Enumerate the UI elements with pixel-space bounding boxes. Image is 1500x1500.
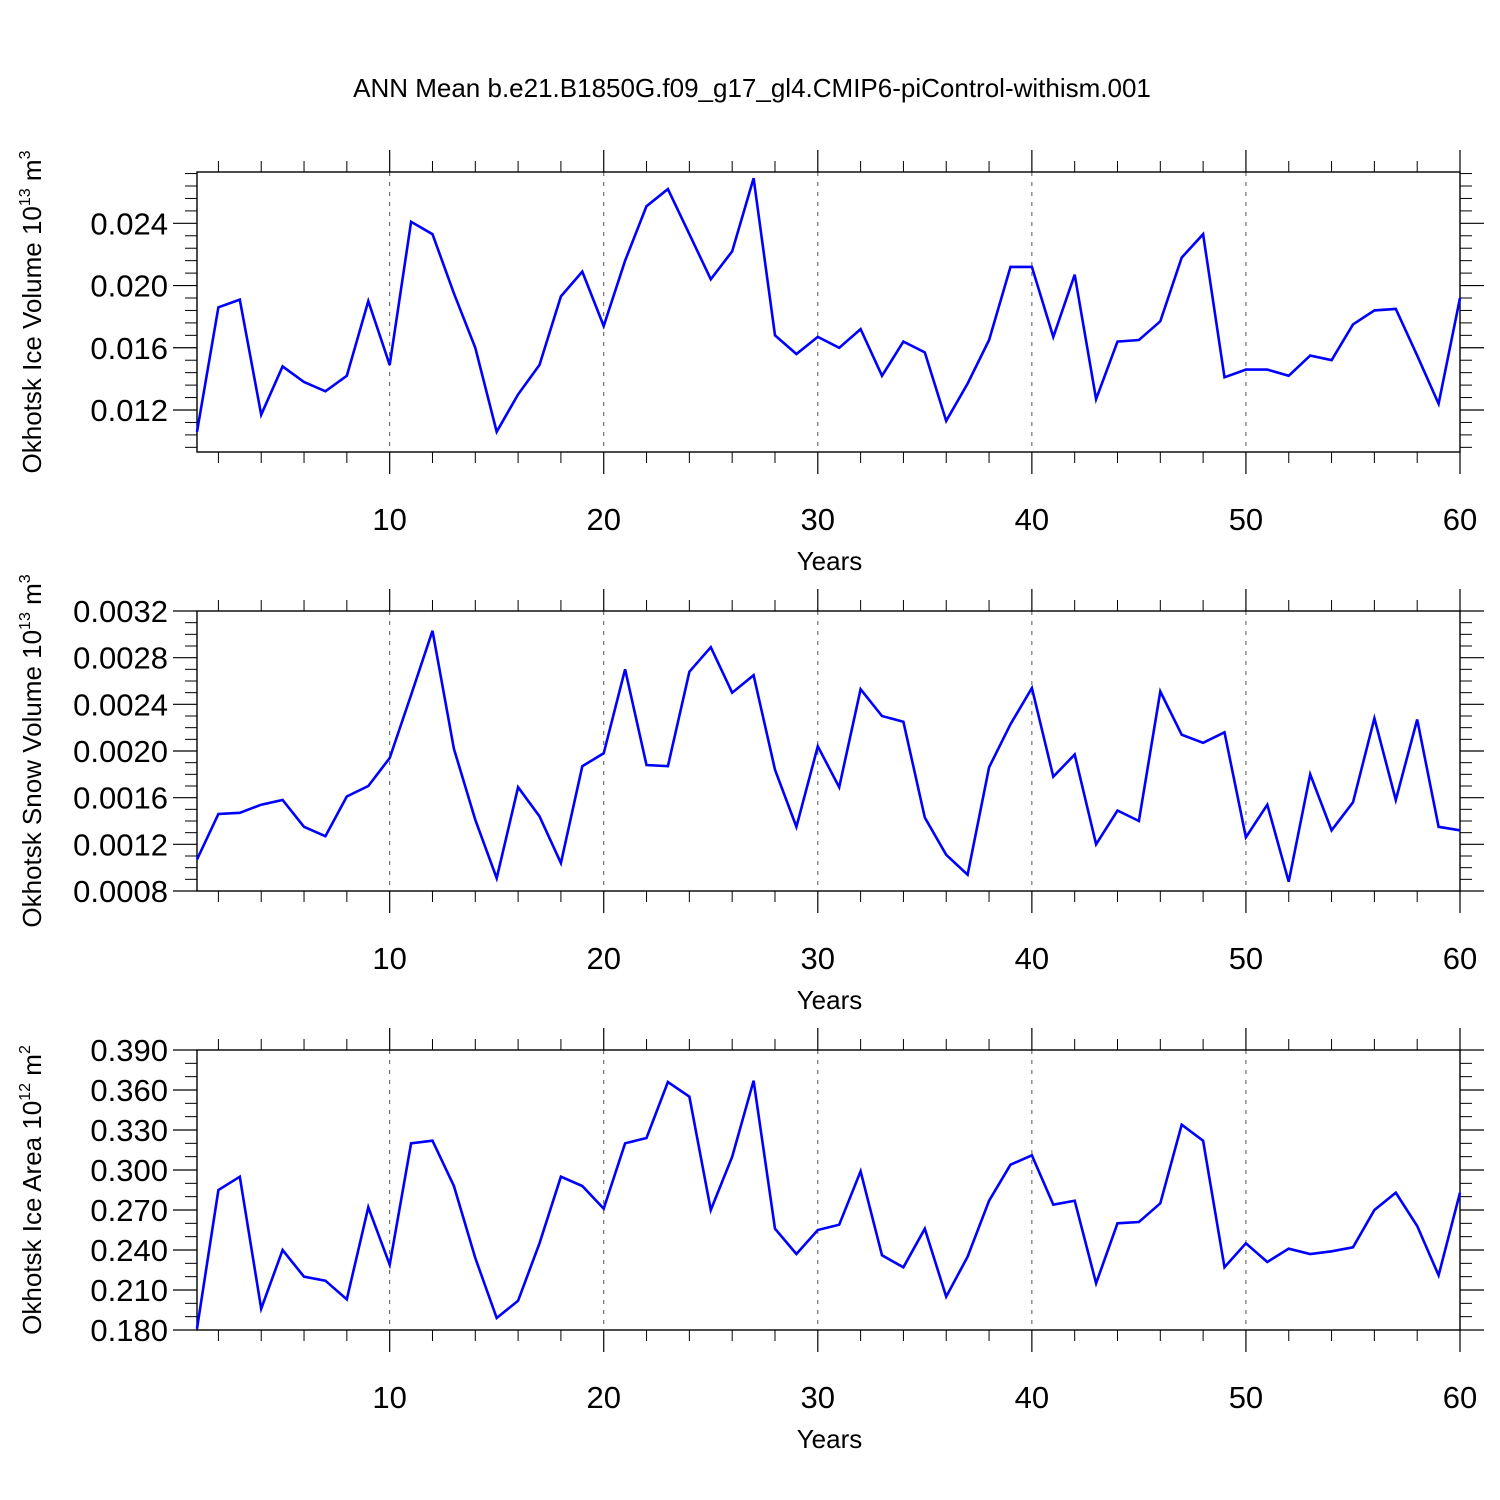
- x-tick-label: 30: [801, 1380, 835, 1415]
- y-tick-label: 0.0028: [73, 641, 168, 676]
- y-tick-label: 0.330: [90, 1113, 168, 1148]
- x-tick-label: 40: [1015, 941, 1049, 976]
- y-tick-label: 0.0020: [73, 734, 168, 769]
- y-tick-label: 0.390: [90, 1033, 168, 1068]
- x-minor-ticks: [217, 1039, 1418, 1341]
- x-tick-label: 10: [372, 941, 406, 976]
- series-line: [195, 630, 1461, 883]
- x-tick-label: 20: [586, 502, 620, 537]
- x-axis-label: Years: [797, 546, 863, 576]
- y-axis-label: Okhotsk Snow Volume 1013 m3: [17, 574, 47, 927]
- y-tick-label: 0.240: [90, 1233, 168, 1268]
- x-tick-label: 10: [372, 502, 406, 537]
- y-tick-label: 0.360: [90, 1073, 168, 1108]
- y-tick-label: 0.0008: [73, 874, 168, 909]
- y-minor-ticks: [185, 1062, 1472, 1318]
- x-tick-label: 10: [372, 1380, 406, 1415]
- y-tick-label: 0.012: [90, 393, 168, 428]
- y-tick-label: 0.180: [90, 1313, 168, 1348]
- y-tick-label: 0.0016: [73, 781, 168, 816]
- x-minor-ticks: [217, 600, 1418, 902]
- y-axis-label: Okhotsk Ice Volume 1013 m3: [17, 150, 47, 473]
- panel-2: 10 20 30 40 50 60 0.0008 0.0012 0.0016 0.0020 0.00…: [17, 574, 1484, 1015]
- y-tick-label: 0.270: [90, 1193, 168, 1228]
- y-tick-label: 0.300: [90, 1153, 168, 1188]
- series-line: [195, 177, 1462, 436]
- y-axis-label: Okhotsk Ice Area 1012 m2: [17, 1045, 47, 1335]
- y-minor-ticks: [185, 173, 1472, 448]
- y-minor-ticks: [185, 622, 1472, 880]
- x-tick-label: 20: [586, 1380, 620, 1415]
- plot-frame: [196, 171, 1461, 453]
- x-minor-ticks: [217, 161, 1418, 463]
- x-tick-label: 50: [1229, 1380, 1263, 1415]
- x-tick-label: 60: [1443, 502, 1477, 537]
- y-tick-label: 0.0024: [73, 687, 168, 722]
- x-tick-label: 30: [801, 941, 835, 976]
- x-tick-label: 60: [1443, 941, 1477, 976]
- x-axis-label: Years: [797, 1424, 863, 1454]
- x-axis-label: Years: [797, 985, 863, 1015]
- y-tick-label: 0.016: [90, 331, 168, 366]
- y-tick-label: 0.210: [90, 1273, 168, 1308]
- panel-1: 10 20 30 40 50 60 0.012 0.016 0.020 0.024 Years Okh…: [17, 150, 1484, 576]
- x-tick-label: 30: [801, 502, 835, 537]
- figure-title: ANN Mean b.e21.B1850G.f09_g17_gl4.CMIP6-…: [353, 73, 1151, 103]
- x-tick-label: 20: [586, 941, 620, 976]
- x-tick-label: 40: [1015, 502, 1049, 537]
- x-tick-label: 50: [1229, 941, 1263, 976]
- y-tick-label: 0.0032: [73, 594, 168, 629]
- x-tick-label: 60: [1443, 1380, 1477, 1415]
- y-tick-label: 0.0012: [73, 827, 168, 862]
- y-tick-label: 0.024: [90, 206, 168, 241]
- panel-3: 10 20 30 40 50 60 0.180 0.210 0.240 0.270 0.300 0.3…: [17, 1028, 1484, 1454]
- plot-frame: [196, 1049, 1461, 1331]
- x-tick-label: 40: [1015, 1380, 1049, 1415]
- series-line: [195, 1079, 1462, 1329]
- plot-frame: [196, 610, 1461, 892]
- y-tick-label: 0.020: [90, 269, 168, 304]
- panels: 10 20 30 40 50 60 0.012 0.016 0.020 0.024 Years Okh…: [17, 150, 1484, 1454]
- x-tick-label: 50: [1229, 502, 1263, 537]
